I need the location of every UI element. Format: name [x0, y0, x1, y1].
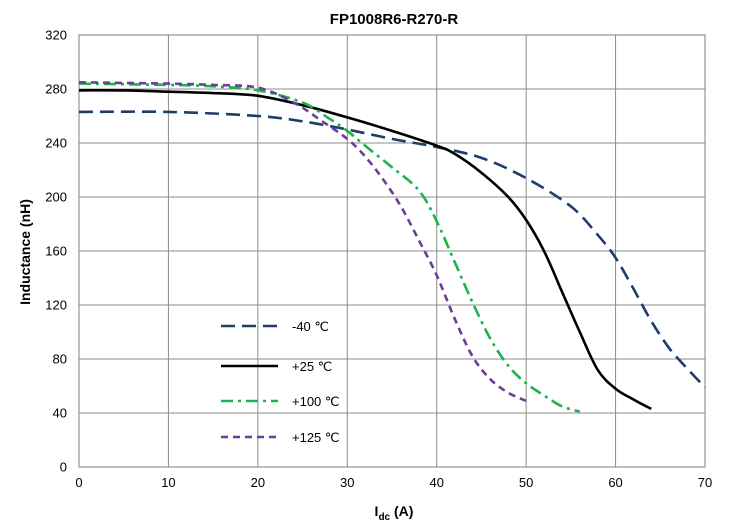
x-tick-label: 60 [608, 475, 622, 490]
series-line [78, 82, 581, 413]
y-tick-label: 160 [45, 244, 67, 259]
y-axis-title: Inductance (nH) [17, 199, 33, 305]
legend-label: +100 ℃ [292, 394, 340, 409]
x-tick-label: 30 [340, 475, 354, 490]
series-lines [78, 81, 706, 413]
y-tick-label: 240 [45, 136, 67, 151]
y-axis-ticks: 0 40 80 120 160 200 240 280 320 [45, 28, 67, 475]
x-tick-label: 10 [161, 475, 175, 490]
y-tick-label: 320 [45, 28, 67, 43]
legend-label: +25 ℃ [292, 359, 332, 374]
x-tick-label: 70 [698, 475, 712, 490]
series-line [78, 88, 652, 411]
series-line [78, 110, 706, 389]
y-tick-label: 200 [45, 190, 67, 205]
x-tick-label: 50 [519, 475, 533, 490]
legend-label: +125 ℃ [292, 430, 340, 445]
y-tick-label: 40 [53, 406, 67, 421]
x-axis-ticks: 0 10 20 30 40 50 60 70 [75, 475, 712, 490]
legend-label: -40 ℃ [292, 319, 329, 334]
chart-title: FP1008R6-R270-R [330, 11, 459, 28]
series-line [78, 81, 527, 403]
x-tick-label: 20 [251, 475, 265, 490]
x-tick-label: 0 [75, 475, 82, 490]
y-tick-label: 280 [45, 82, 67, 97]
x-tick-label: 40 [429, 475, 443, 490]
y-tick-label: 120 [45, 298, 67, 313]
legend: -40 ℃ +25 ℃ +100 ℃ +125 ℃ [221, 319, 340, 445]
y-tick-label: 80 [53, 352, 67, 367]
y-tick-label: 0 [60, 460, 67, 475]
plot-frame [78, 34, 706, 468]
x-axis-title: Idc (A) [375, 503, 414, 523]
